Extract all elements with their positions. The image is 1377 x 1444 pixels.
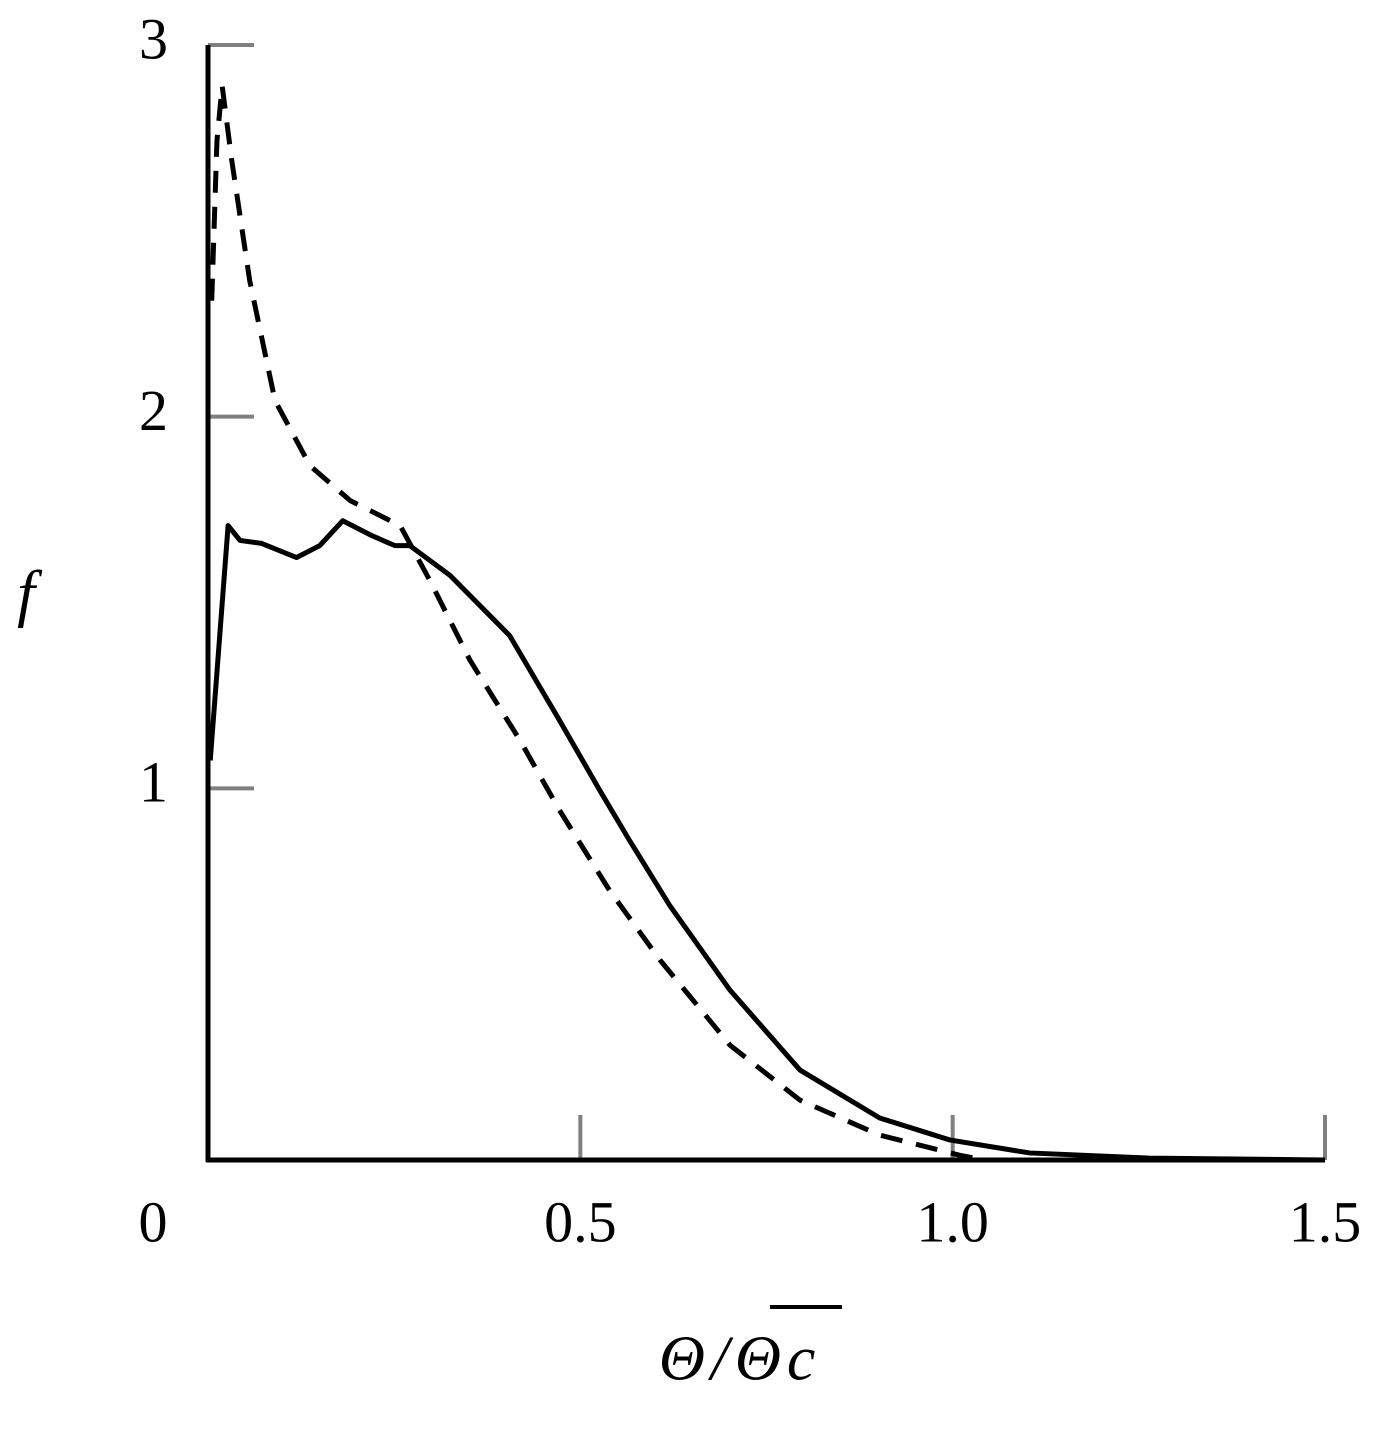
x-tick-label: 1.5 <box>1289 1189 1362 1254</box>
line-series <box>209 83 986 1163</box>
y-tick-label: 2 <box>139 378 168 443</box>
y-axis-label: f <box>17 558 43 629</box>
x-tick-label: 0.5 <box>544 1189 617 1254</box>
x-tick-label: 0 <box>139 1189 168 1254</box>
line-series <box>207 518 1326 1163</box>
y-tick-label: 3 <box>139 6 168 71</box>
x-tick-label: 1.0 <box>916 1189 989 1254</box>
y-tick-label: 1 <box>139 750 168 815</box>
x-axis-label: Θ/Θc <box>659 1323 822 1394</box>
